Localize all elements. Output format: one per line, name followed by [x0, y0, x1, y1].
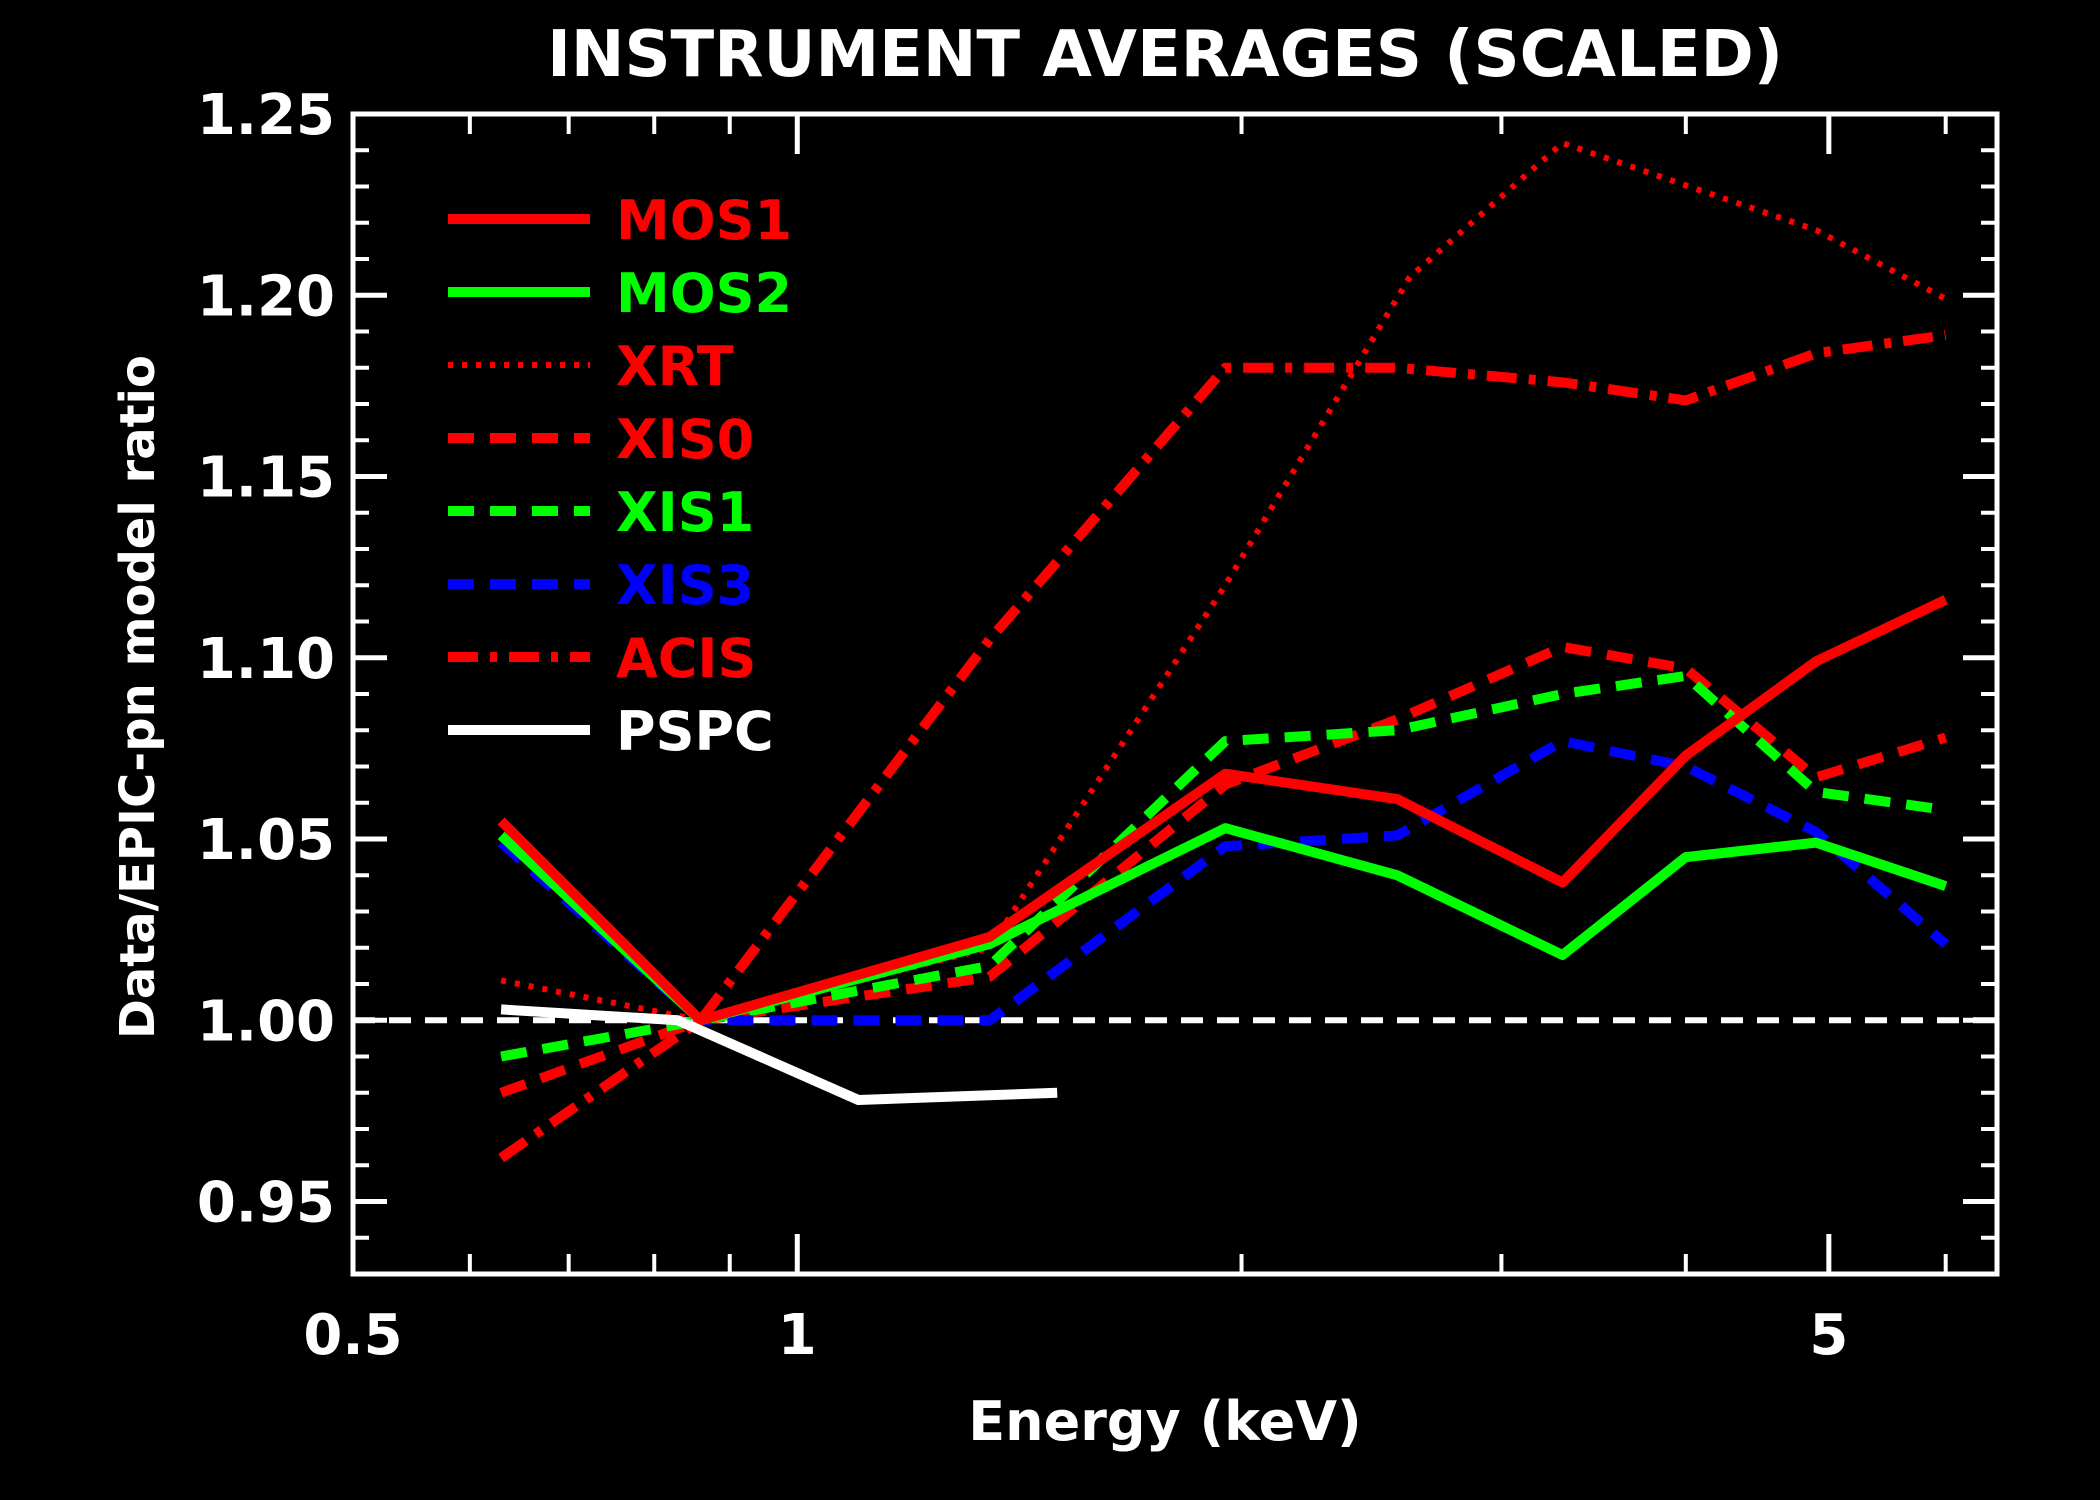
legend-label-mos1: MOS1	[616, 189, 792, 252]
chart-title: INSTRUMENT AVERAGES (SCALED)	[547, 18, 1783, 92]
x-tick-label: 0.5	[303, 1303, 402, 1368]
series-line-acis	[498, 330, 1947, 1163]
legend-label-acis: ACIS	[616, 627, 756, 690]
legend-label-xrt: XRT	[616, 335, 734, 398]
y-tick-label: 1.10	[197, 627, 335, 692]
axis-tick-labels: 0.95 1.00 1.05 1.10 1.15 1.20 1.25 0.5 1 5	[197, 83, 1848, 1368]
y-axis-label: Data/EPIC-pn model ratio	[110, 355, 166, 1039]
series-lines	[497, 140, 1949, 1163]
legend-label-pspc: PSPC	[616, 700, 774, 763]
y-tick-label: 1.25	[197, 83, 335, 148]
legend-label-xis3: XIS3	[616, 554, 754, 617]
series-line-pspc	[500, 1004, 1058, 1105]
legend-label-mos2: MOS2	[616, 262, 792, 325]
legend: MOS1 MOS2 XRT XIS0 XIS1 XIS3 ACIS PSPC	[448, 189, 792, 763]
y-tick-label: 1.20	[197, 264, 335, 329]
series-line-mos1	[497, 595, 1948, 1026]
legend-label-xis1: XIS1	[616, 481, 754, 544]
series-line-xis1	[500, 670, 1947, 1062]
legend-label-xis0: XIS0	[616, 408, 754, 471]
x-tick-label: 1	[778, 1303, 817, 1368]
axis-ticks	[350, 111, 1997, 1276]
y-tick-label: 1.15	[197, 446, 335, 511]
y-tick-label: 1.00	[197, 989, 335, 1054]
x-axis-label: Energy (keV)	[968, 1390, 1361, 1453]
y-tick-label: 1.05	[197, 808, 335, 873]
series-line-xis3	[497, 736, 1949, 1026]
x-tick-label: 5	[1809, 1303, 1848, 1368]
y-tick-label: 0.95	[197, 1171, 335, 1236]
